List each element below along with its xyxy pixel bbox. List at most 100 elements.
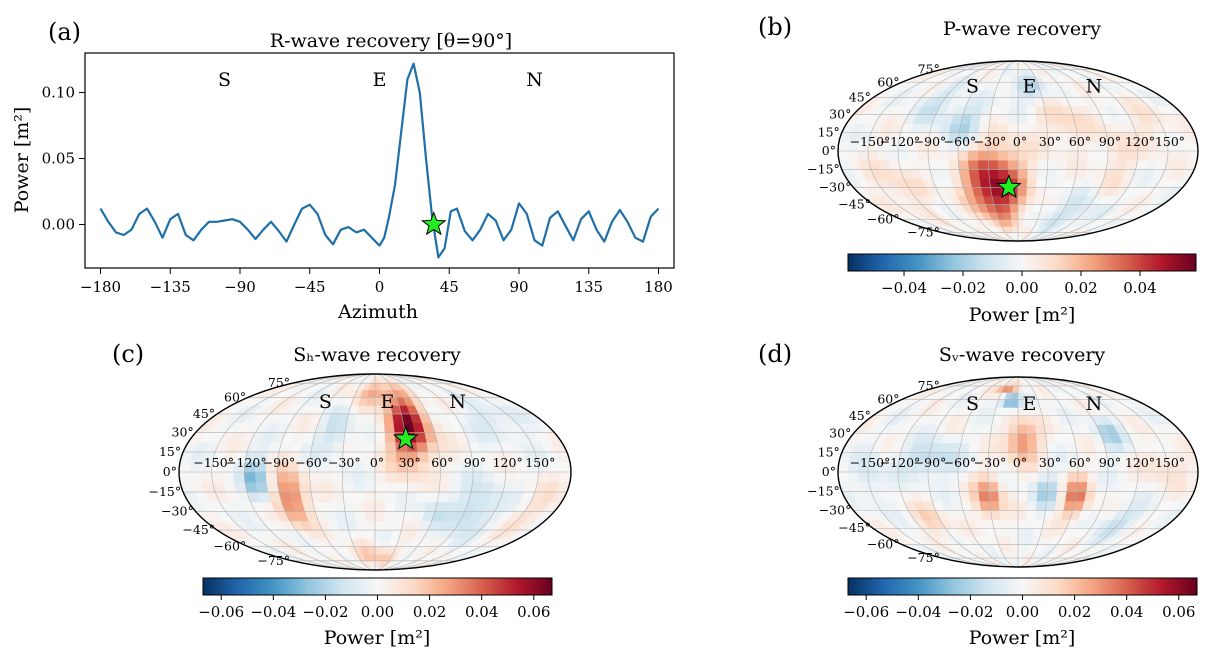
colorbar-tick-label: 0.00 <box>1006 603 1039 621</box>
heatmap-cell <box>978 491 990 502</box>
heatmap-cell <box>998 442 1009 453</box>
heatmap-cell <box>537 471 550 483</box>
heatmap-cell <box>233 471 246 483</box>
heatmap-cell <box>989 178 1001 188</box>
heatmap-cell <box>450 471 463 483</box>
heatmap-cell <box>968 491 981 502</box>
heatmap-cell <box>353 501 366 512</box>
heatmap-cell <box>1057 471 1069 483</box>
star-marker <box>420 211 447 236</box>
heatmap-cell <box>1017 424 1028 434</box>
heatmap-cell <box>461 471 474 483</box>
heatmap-cell <box>1066 159 1079 170</box>
heatmap-cell <box>917 471 929 483</box>
x-tick-label: 90 <box>509 278 528 296</box>
heatmap-cell <box>364 432 376 443</box>
heatmap-cell <box>459 481 473 493</box>
heatmap-cell <box>938 159 950 170</box>
x-tick-label: −180 <box>80 278 121 296</box>
latitude-label: 0° <box>822 143 836 158</box>
heatmap-cell <box>309 481 323 493</box>
longitude-label: 0° <box>1013 134 1027 149</box>
heatmap-cell <box>189 471 203 483</box>
heatmap-cell <box>998 491 1009 502</box>
heatmap-cell <box>981 510 993 520</box>
heatmap-cell <box>877 471 890 483</box>
longitude-label: 120° <box>493 455 523 470</box>
heatmap-cell <box>354 511 366 522</box>
direction-label: S <box>319 391 332 413</box>
longitude-label: −90° <box>914 134 947 149</box>
heatmap-cell <box>343 432 356 443</box>
heatmap-cell <box>1035 178 1047 188</box>
heatmap-cell <box>179 471 192 483</box>
colorbar-tick-label: 0.00 <box>361 603 394 621</box>
heatmap-cell <box>1008 424 1019 434</box>
heatmap-cell <box>515 471 528 483</box>
heatmap-cell <box>1087 150 1099 161</box>
star-marker <box>996 173 1022 199</box>
heatmap-cell <box>927 150 939 161</box>
colorbar-bar <box>847 253 1197 272</box>
heatmap-cell <box>927 471 939 483</box>
heatmap-cell <box>1186 471 1198 483</box>
heatmap-cell <box>957 159 970 170</box>
heatmap-cell <box>1045 433 1057 444</box>
heatmap-cell <box>276 471 289 483</box>
heatmap-cell <box>1027 159 1039 170</box>
heatmap-cell <box>1127 150 1139 161</box>
heatmap-cell <box>988 169 1000 179</box>
heatmap-cell <box>1026 500 1038 511</box>
heatmap-cell <box>1010 211 1019 220</box>
source-marker <box>420 211 447 236</box>
latitude-label: −75° <box>907 225 940 240</box>
heatmap-cell <box>385 491 397 503</box>
colorbar-tick-label: −0.06 <box>843 603 889 621</box>
heatmap-cell <box>867 150 880 161</box>
longitude-label: −120° <box>226 455 267 470</box>
map-layer: −150°−120°−90°−60°−30°0°30°60°90°120°150… <box>807 60 1199 242</box>
heatmap-cell <box>1008 415 1019 425</box>
heatmap-cell <box>1017 510 1028 520</box>
heatmap-cell <box>1097 150 1109 161</box>
longitude-label: 120° <box>1125 134 1155 149</box>
longitude-label: 0° <box>1013 455 1027 470</box>
heatmap-cell <box>470 481 484 493</box>
heatmap-cell <box>1009 527 1019 537</box>
latitude-label: 30° <box>829 426 851 441</box>
heatmap-cell <box>981 187 993 197</box>
latitude-label: 45° <box>193 406 215 421</box>
heatmap-cell <box>1007 150 1019 161</box>
heatmap-cell <box>1008 433 1019 444</box>
heatmap-cell <box>1046 442 1058 453</box>
heatmap-cell <box>1002 211 1012 220</box>
longitude-label: 150° <box>525 455 555 470</box>
panel-b-mollweide-map: (b) P-wave recovery −150°−120°−90°−60°−3… <box>758 13 1199 326</box>
heatmap-cell <box>989 433 1001 444</box>
heatmap-cell <box>999 105 1010 115</box>
heatmap-cell <box>1002 399 1012 408</box>
heatmap-cell <box>1105 159 1118 170</box>
heatmap-cells <box>838 377 1198 567</box>
map-layer: −150°−120°−90°−60°−30°0°30°60°90°120°150… <box>807 376 1199 568</box>
heatmap-cell <box>243 471 257 483</box>
heatmap-cell <box>1017 471 1029 483</box>
heatmap-cell <box>1009 89 1019 98</box>
heatmap-cell <box>255 481 269 493</box>
heatmap-cell <box>997 159 1009 170</box>
heatmap-cell <box>1007 123 1019 133</box>
heatmap-cell <box>374 481 387 493</box>
heatmap-cell <box>353 441 365 453</box>
heatmap-cell <box>1035 433 1047 444</box>
heatmap-cell <box>957 481 970 492</box>
heatmap-cell <box>1045 178 1057 188</box>
heatmap-cell <box>1066 481 1079 492</box>
heatmap-cell <box>1017 211 1026 220</box>
heatmap-cell <box>999 424 1010 434</box>
panel-c-mollweide-map: (c) Sₕ-wave recovery −150°−120°−90° −60° −… <box>112 340 572 649</box>
heatmap-cell <box>981 424 993 434</box>
heatmap-cell <box>1036 123 1048 133</box>
heatmap-cell <box>998 433 1010 444</box>
heatmap-cell <box>1046 491 1058 502</box>
graticule <box>838 61 1198 241</box>
